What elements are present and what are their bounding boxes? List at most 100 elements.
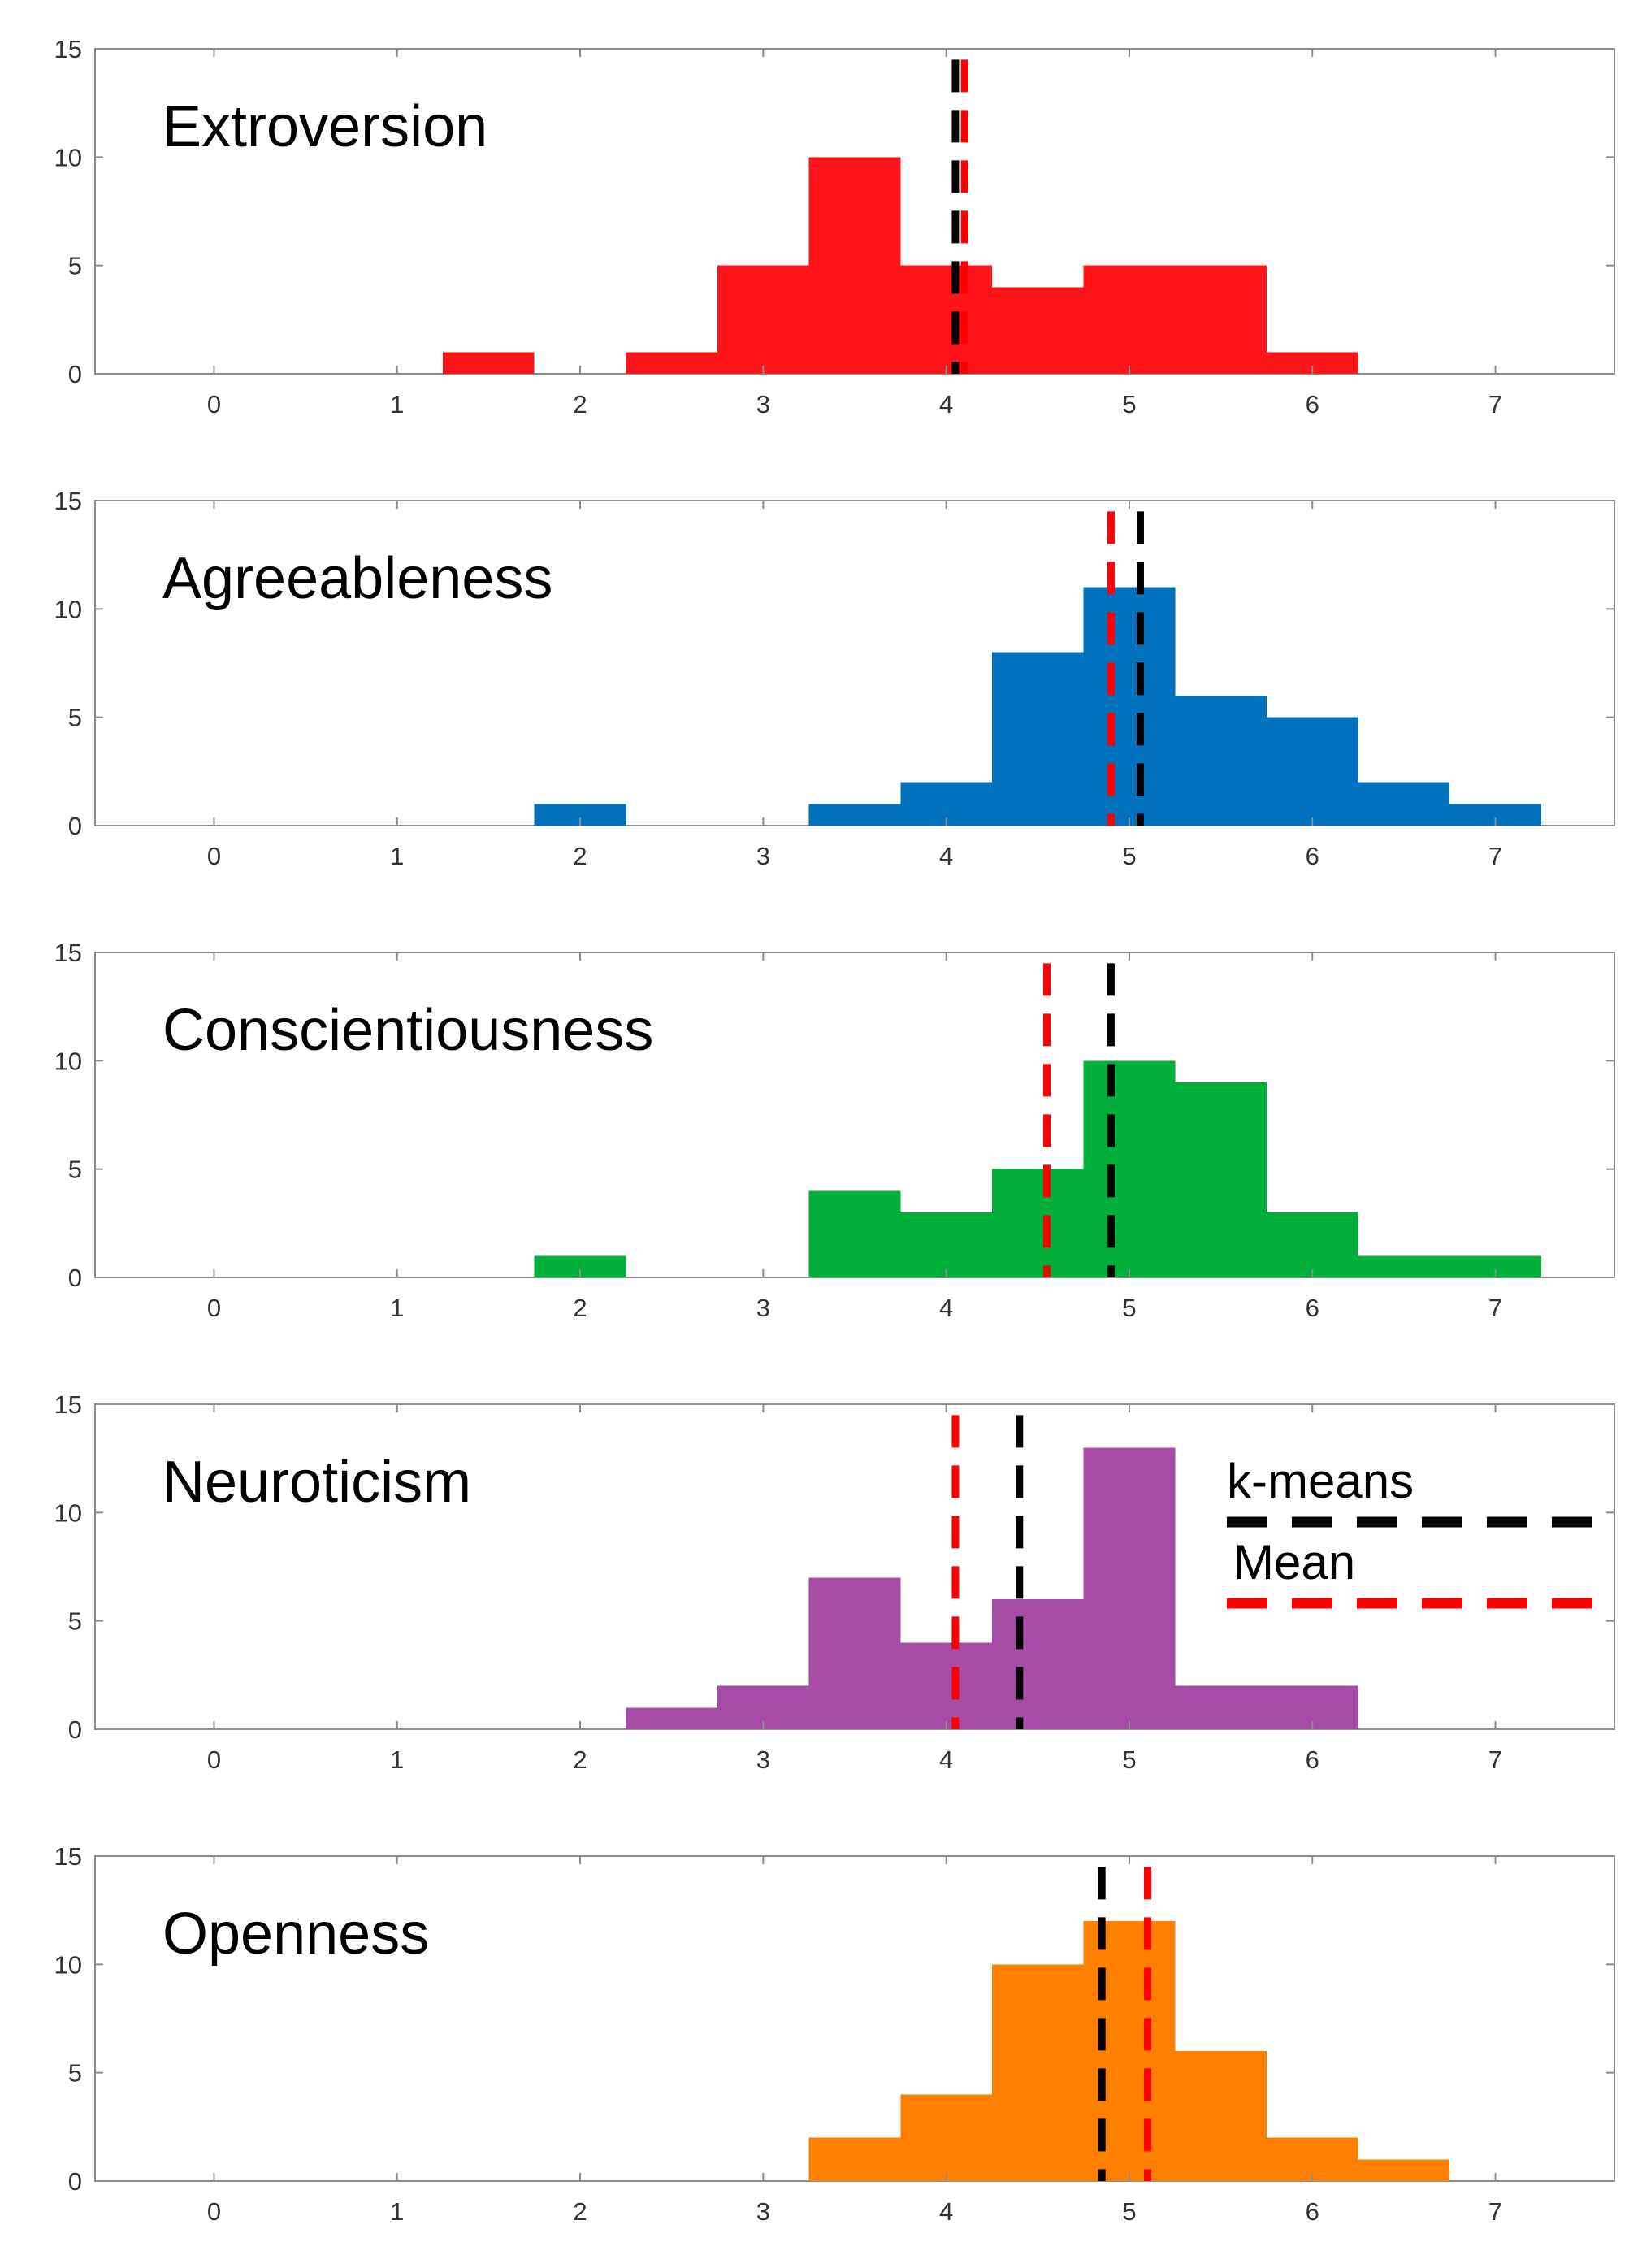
histogram-bar [900, 2094, 992, 2181]
panel-openness: 0 1 2 3 4 5 6 7 0 5 10 15 Openness [54, 1842, 1615, 2226]
x-tick-label: 3 [756, 1745, 770, 1774]
y-tick-label: 15 [54, 35, 82, 63]
x-tick-label: 7 [1488, 842, 1502, 870]
histogram-bar [1083, 1447, 1176, 1729]
x-tick-label: 2 [573, 390, 587, 418]
histogram-bar [1083, 265, 1176, 374]
y-tick-label: 0 [68, 360, 82, 388]
panel-title: Neuroticism [162, 1450, 471, 1515]
histogram-bar [991, 1169, 1084, 1277]
histogram-bar [1358, 1255, 1450, 1277]
y-tick-label: 0 [68, 812, 82, 840]
histogram-bar [443, 352, 535, 374]
x-tick-label: 4 [939, 1294, 953, 1322]
histogram-bar [991, 1599, 1084, 1729]
histogram-bar [808, 1577, 901, 1729]
histogram-bar [1266, 1212, 1358, 1277]
x-tick-label: 7 [1488, 390, 1502, 418]
y-tick-label: 0 [68, 1715, 82, 1744]
y-tick-label: 15 [54, 939, 82, 967]
x-tick-label: 4 [939, 2197, 953, 2226]
x-tick-label: 1 [390, 2197, 404, 2226]
x-tick-label: 3 [756, 842, 770, 870]
x-tick-label: 6 [1306, 842, 1320, 870]
y-tick-label: 10 [54, 143, 82, 171]
histogram-bar [626, 352, 718, 374]
histogram-bar [1175, 1082, 1267, 1277]
x-tick-label: 2 [573, 1294, 587, 1322]
x-tick-label: 1 [390, 1745, 404, 1774]
histogram-bar [1266, 717, 1358, 826]
panel-title: Agreeableness [162, 546, 552, 611]
histogram-bar [808, 157, 901, 375]
legend: k-means Mean [1227, 1454, 1592, 1609]
histogram-bar [900, 1212, 992, 1277]
y-tick-label: 5 [68, 704, 82, 732]
x-tick-label: 2 [573, 842, 587, 870]
y-tick-label: 10 [54, 1498, 82, 1527]
panel-title: Conscientiousness [162, 998, 653, 1063]
y-tick-label: 5 [68, 2059, 82, 2088]
histogram-bar [900, 1642, 992, 1729]
x-tick-label: 0 [207, 842, 221, 870]
y-tick-label: 10 [54, 1047, 82, 1075]
x-tick-label: 2 [573, 2197, 587, 2226]
x-tick-label: 6 [1306, 2197, 1320, 2226]
panel-agreeableness: 0 1 2 3 4 5 6 7 0 5 10 15 Agreeableness [54, 487, 1615, 870]
x-tick-label: 0 [207, 1745, 221, 1774]
histogram-bar [1083, 587, 1176, 826]
x-tick-label: 5 [1122, 2197, 1136, 2226]
x-tick-label: 0 [207, 1294, 221, 1322]
panel-title: Extroversion [162, 94, 488, 159]
x-tick-label: 1 [390, 390, 404, 418]
x-tick-label: 3 [756, 1294, 770, 1322]
y-tick-label: 15 [54, 487, 82, 515]
x-tick-label: 3 [756, 390, 770, 418]
y-tick-label: 10 [54, 595, 82, 623]
legend-label: Mean [1233, 1535, 1355, 1589]
y-tick-label: 5 [68, 1607, 82, 1636]
panel-conscientiousness: 0 1 2 3 4 5 6 7 0 5 10 15 Conscientiousness [54, 939, 1615, 1322]
histogram-bar [1358, 2159, 1450, 2181]
x-tick-label: 6 [1306, 390, 1320, 418]
histogram-bar [808, 2137, 901, 2181]
histogram-bar [1083, 1921, 1176, 2181]
panel-title: Openness [162, 1902, 429, 1967]
histogram-bar [1358, 782, 1450, 826]
y-tick-label: 0 [68, 2167, 82, 2196]
x-tick-label: 4 [939, 390, 953, 418]
x-tick-label: 1 [390, 842, 404, 870]
x-tick-label: 7 [1488, 2197, 1502, 2226]
y-tick-label: 5 [68, 252, 82, 280]
x-tick-label: 7 [1488, 1745, 1502, 1774]
axes-box [94, 500, 1615, 826]
histogram-bar [1083, 1060, 1176, 1277]
x-tick-label: 3 [756, 2197, 770, 2226]
x-tick-label: 5 [1122, 1294, 1136, 1322]
x-tick-label: 7 [1488, 1294, 1502, 1322]
histogram-bar [717, 265, 809, 374]
panel-extroversion: 0 1 2 3 4 5 6 7 0 5 10 15 Extroversion [54, 35, 1615, 418]
histogram-bar [991, 1964, 1084, 2181]
x-tick-label: 6 [1306, 1294, 1320, 1322]
histogram-bar [1175, 265, 1267, 374]
axes-box [94, 1855, 1615, 2182]
x-tick-label: 4 [939, 842, 953, 870]
x-tick-label: 6 [1306, 1745, 1320, 1774]
x-tick-label: 5 [1122, 842, 1136, 870]
histogram-bar [808, 804, 901, 826]
histogram-bar [1175, 1685, 1267, 1729]
x-tick-label: 5 [1122, 1745, 1136, 1774]
histogram-bar [808, 1190, 901, 1277]
x-tick-label: 5 [1122, 390, 1136, 418]
legend-label: k-means [1227, 1454, 1414, 1508]
x-tick-label: 0 [207, 390, 221, 418]
x-tick-label: 4 [939, 1745, 953, 1774]
x-tick-label: 2 [573, 1745, 587, 1774]
histogram-bar [991, 652, 1084, 826]
y-tick-label: 5 [68, 1156, 82, 1184]
histogram-bar [626, 1707, 718, 1729]
y-tick-label: 15 [54, 1390, 82, 1419]
panel-neuroticism: 0 1 2 3 4 5 6 7 0 5 10 15 Neuroticism k-means Mean [54, 1390, 1615, 1774]
